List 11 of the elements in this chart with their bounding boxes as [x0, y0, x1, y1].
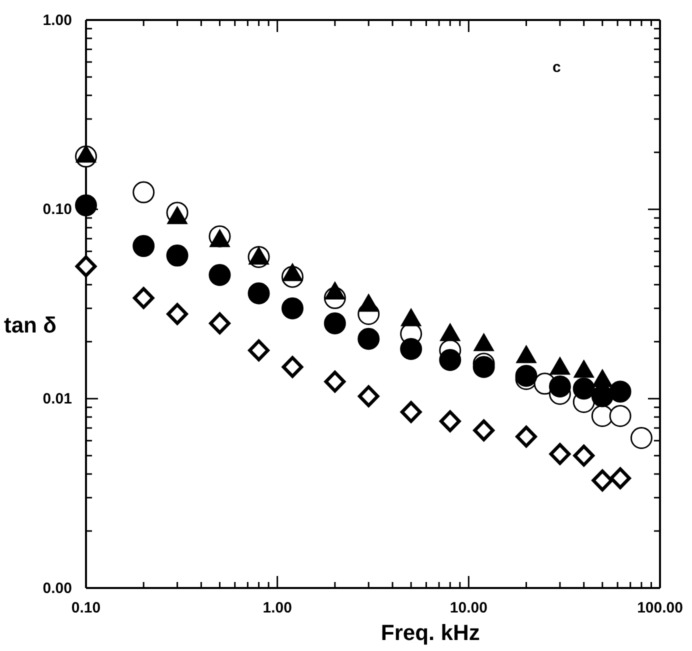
y-axis-title: tan δ [4, 312, 56, 338]
x-tick-label: 1.00 [262, 600, 292, 617]
y-tick-label: 0.10 [42, 201, 72, 218]
x-tick-label: 100.00 [637, 600, 683, 617]
annotation: c [552, 59, 561, 76]
y-tick-label: 0.00 [42, 580, 72, 597]
x-axis-title: Freq. kHz [380, 620, 480, 645]
y-tick-label: 1.00 [42, 12, 72, 29]
y-tick-label: 0.01 [42, 390, 72, 408]
x-tick-label: 10.00 [450, 600, 488, 617]
x-tick-label: 0.10 [71, 600, 101, 617]
